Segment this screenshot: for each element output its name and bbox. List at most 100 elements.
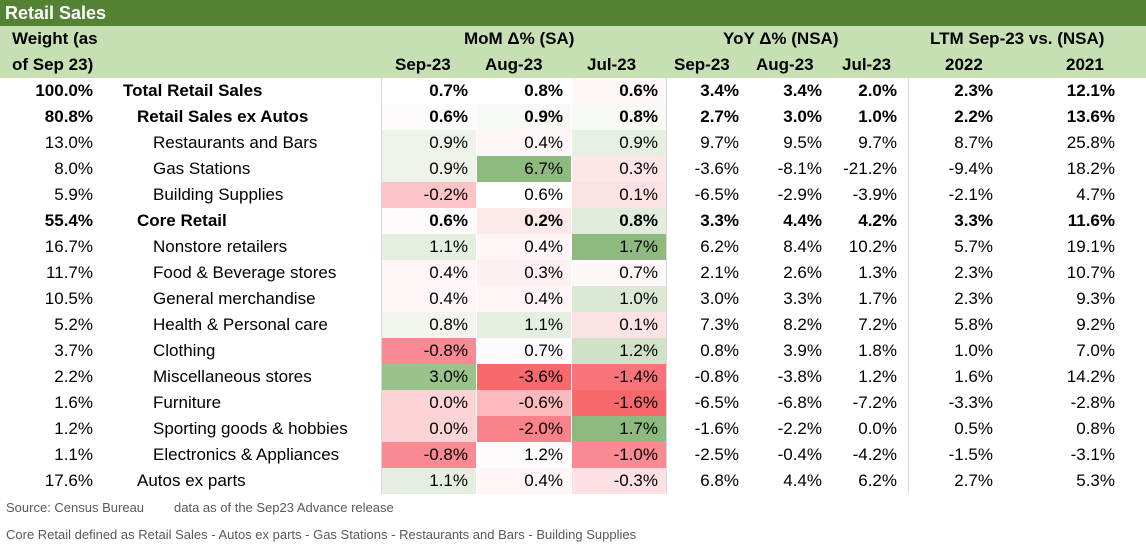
category-name-cell: Total Retail Sales	[123, 81, 263, 100]
table-row: 8.0% Gas Stations 0.9% 6.7% 0.3% -3.6% -8.1% -2…	[0, 156, 1146, 182]
mom-cell: -0.2%	[382, 182, 476, 208]
yoy-cell: 3.3%	[700, 211, 739, 230]
ltm-cell: -3.1%	[1070, 445, 1115, 464]
yoy-cell: -4.2%	[852, 445, 897, 464]
weight-cell: 1.2%	[54, 419, 93, 438]
ltm-cell: 25.8%	[1066, 133, 1115, 152]
yoy-cell: -0.4%	[777, 445, 822, 464]
col-header-ltm-2021: 2021	[1066, 55, 1104, 74]
mom-group-header: MoM Δ% (SA)	[464, 29, 575, 48]
column-divider	[666, 78, 667, 494]
ltm-cell: 14.2%	[1066, 367, 1115, 386]
ltm-cell: 2.2%	[954, 107, 993, 126]
yoy-cell: -21.2%	[843, 159, 897, 178]
mom-cell: 1.2%	[477, 442, 571, 468]
mom-cell: 1.1%	[382, 468, 476, 494]
table-row: 17.6% Autos ex parts 1.1% 0.4% -0.3% 6.8% 4.4%…	[0, 468, 1146, 494]
mom-cell: -1.6%	[572, 390, 666, 416]
yoy-cell: 2.6%	[783, 263, 822, 282]
ltm-cell: 2.3%	[954, 289, 993, 308]
mom-cell: 0.9%	[572, 130, 666, 156]
yoy-cell: 6.2%	[858, 471, 897, 490]
mom-cell: -0.6%	[477, 390, 571, 416]
table-row: 2.2% Miscellaneous stores 3.0% -3.6% -1.4% -0…	[0, 364, 1146, 390]
mom-cell: 0.7%	[477, 338, 571, 364]
category-name-cell: Nonstore retailers	[153, 237, 288, 256]
yoy-cell: 2.0%	[858, 81, 897, 100]
mom-cell: 6.7%	[477, 156, 571, 182]
mom-cell: -1.4%	[572, 364, 666, 390]
col-header-yoy-aug: Aug-23	[756, 55, 814, 74]
ltm-cell: 10.7%	[1066, 263, 1115, 282]
mom-cell: 0.8%	[572, 104, 666, 130]
table-row: 10.5% General merchandise 0.4% 0.4% 1.0% 3.0%…	[0, 286, 1146, 312]
yoy-cell: -2.5%	[694, 445, 739, 464]
table-title: Retail Sales	[0, 0, 1146, 26]
table-row: 5.9% Building Supplies -0.2% 0.6% 0.1% -6.5% -…	[0, 182, 1146, 208]
yoy-cell: -0.8%	[694, 367, 739, 386]
yoy-cell: -2.9%	[777, 185, 822, 204]
col-header-mom-jul: Jul-23	[587, 55, 637, 74]
category-name-cell: Building Supplies	[153, 185, 284, 204]
category-name-cell: Electronics & Appliances	[153, 445, 340, 464]
table-row: 13.0% Restaurants and Bars 0.9% 0.4% 0.9% 9.7…	[0, 130, 1146, 156]
category-name-cell: General merchandise	[153, 289, 316, 308]
ltm-cell: -9.4%	[948, 159, 993, 178]
mom-cell: 0.9%	[382, 156, 476, 182]
yoy-cell: -7.2%	[852, 393, 897, 412]
mom-cell: 3.0%	[382, 364, 476, 390]
yoy-cell: 3.3%	[783, 289, 822, 308]
weight-header-line2: of Sep 23)	[12, 55, 94, 74]
col-header-ltm-2022: 2022	[945, 55, 983, 74]
weight-cell: 100.0%	[35, 81, 93, 100]
mom-cell: -0.8%	[382, 442, 476, 468]
mom-cell: -3.6%	[477, 364, 571, 390]
ltm-cell: 2.7%	[954, 471, 993, 490]
weight-cell: 2.2%	[54, 367, 93, 386]
ltm-cell: 13.6%	[1066, 107, 1115, 126]
yoy-cell: 0.8%	[700, 341, 739, 360]
yoy-cell: -6.5%	[694, 393, 739, 412]
weight-cell: 80.8%	[44, 107, 93, 126]
mom-cell: 0.6%	[382, 208, 476, 234]
mom-cell: 0.3%	[572, 156, 666, 182]
col-header-mom-aug: Aug-23	[485, 55, 543, 74]
mom-cell: 0.2%	[477, 208, 571, 234]
ltm-cell: 9.2%	[1076, 315, 1115, 334]
mom-cell: 0.9%	[477, 104, 571, 130]
data-date-note: data as of the Sep23 Advance release	[174, 500, 394, 515]
table-row: 55.4% Core Retail 0.6% 0.2% 0.8% 3.3% 4.4% 4.2%…	[0, 208, 1146, 234]
mom-cell: 0.6%	[477, 182, 571, 208]
table-row: 11.7% Food & Beverage stores 0.4% 0.3% 0.7% 2…	[0, 260, 1146, 286]
column-divider	[908, 78, 909, 494]
yoy-cell: 9.7%	[858, 133, 897, 152]
yoy-cell: 4.4%	[783, 211, 822, 230]
yoy-cell: 1.7%	[858, 289, 897, 308]
yoy-cell: -3.6%	[694, 159, 739, 178]
mom-cell: 0.7%	[382, 78, 476, 104]
ltm-cell: -3.3%	[948, 393, 993, 412]
mom-cell: 0.0%	[382, 416, 476, 442]
yoy-cell: -6.5%	[694, 185, 739, 204]
weight-cell: 13.0%	[44, 133, 93, 152]
yoy-cell: 9.7%	[700, 133, 739, 152]
yoy-cell: 3.4%	[783, 81, 822, 100]
mom-cell: -0.3%	[572, 468, 666, 494]
yoy-cell: 1.0%	[858, 107, 897, 126]
mom-cell: 1.1%	[382, 234, 476, 260]
mom-cell: -1.0%	[572, 442, 666, 468]
header-row-1: Weight (as MoM Δ% (SA) YoY Δ% (NSA) LTM …	[0, 26, 1146, 52]
yoy-cell: 3.0%	[783, 107, 822, 126]
header-row-2: of Sep 23) Sep-23 Aug-23 Jul-23 Sep-23 A…	[0, 52, 1146, 78]
yoy-cell: -2.2%	[777, 419, 822, 438]
yoy-cell: 6.8%	[700, 471, 739, 490]
weight-cell: 1.6%	[54, 393, 93, 412]
mom-cell: 0.1%	[572, 182, 666, 208]
yoy-cell: 8.2%	[783, 315, 822, 334]
mom-cell: 0.8%	[382, 312, 476, 338]
weight-cell: 10.5%	[44, 289, 93, 308]
yoy-cell: 6.2%	[700, 237, 739, 256]
mom-cell: -0.8%	[382, 338, 476, 364]
ltm-cell: 9.3%	[1076, 289, 1115, 308]
weight-cell: 1.1%	[54, 445, 93, 464]
